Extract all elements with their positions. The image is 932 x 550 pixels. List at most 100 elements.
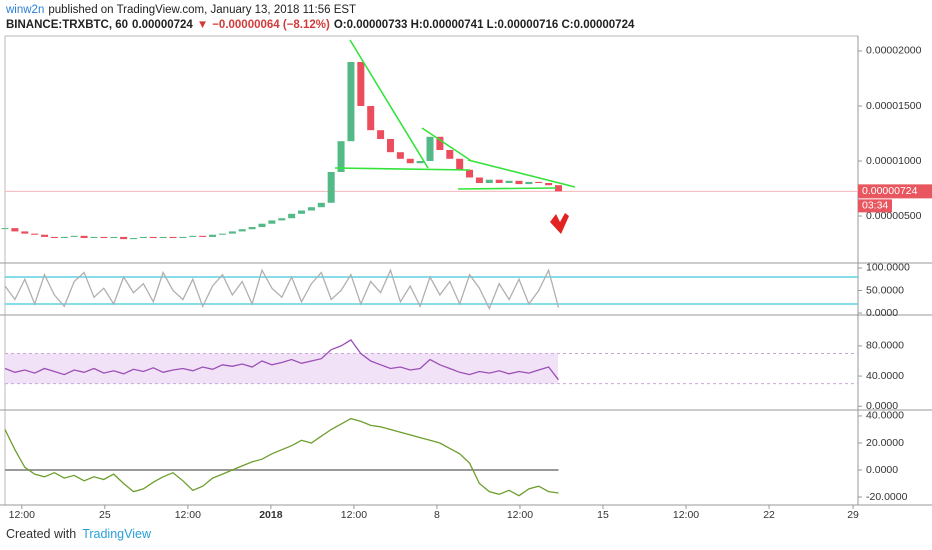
- indicator-line: [4, 268, 560, 311]
- candle: [228, 231, 236, 234]
- x-tick-label: 25: [99, 509, 111, 521]
- x-tick-label: 2018: [259, 509, 283, 521]
- candle: [199, 235, 207, 237]
- candle: [129, 238, 137, 240]
- y-tick-label: 0.0000: [866, 307, 898, 319]
- candle: [555, 185, 563, 192]
- brand[interactable]: TradingView: [82, 527, 151, 541]
- user[interactable]: winw2n: [6, 4, 45, 16]
- candle: [11, 228, 19, 232]
- candle: [337, 141, 345, 173]
- trend-line: [421, 127, 471, 161]
- header: winw2n published on TradingView.com, Janu…: [6, 3, 638, 33]
- candle: [41, 234, 49, 237]
- candle: [31, 233, 39, 235]
- y-tick-label: 100.0000: [866, 262, 910, 274]
- ohlc: O:0.00000733 H:0.00000741 L:0.00000716 C…: [333, 19, 635, 31]
- y-tick-label: 50.0000: [866, 284, 904, 296]
- candle: [110, 236, 118, 239]
- candle: [70, 235, 78, 237]
- symbol: BINANCE:TRXBTC, 60: [6, 19, 129, 31]
- candle: [327, 172, 335, 203]
- candle: [396, 152, 404, 159]
- candle: [90, 236, 98, 239]
- header-line: BINANCE:TRXBTC, 60 0.00000724 ▼ −0.00000064…: [6, 18, 638, 33]
- last-price-label: 0.00000724: [862, 185, 918, 197]
- candle: [50, 236, 58, 239]
- y-tick-label: 80.0000: [866, 340, 904, 352]
- candle: [406, 158, 414, 164]
- created: Created with: [6, 527, 77, 541]
- candle: [179, 236, 187, 239]
- countdown-box: [858, 199, 892, 213]
- x-tick-label: 12:00: [673, 509, 699, 521]
- y-tick-label: 0.00001000: [866, 155, 922, 167]
- candle: [426, 136, 434, 161]
- y-tick-label: 20.0000: [866, 437, 904, 449]
- candle: [386, 138, 394, 153]
- x-tick-label: 12:00: [507, 509, 533, 521]
- candle: [525, 181, 533, 185]
- candle: [278, 218, 286, 221]
- candle: [377, 130, 385, 139]
- indicator-line: [4, 339, 560, 381]
- down-icon: ▼: [196, 19, 209, 31]
- y-tick-label: 0.00000500: [866, 210, 922, 222]
- last-price-box: [858, 184, 932, 199]
- candle: [169, 236, 177, 239]
- band-fill: [5, 353, 558, 384]
- y-tick-label: 0.0000: [866, 464, 898, 476]
- candle: [535, 181, 543, 184]
- candle: [268, 220, 276, 224]
- trend-line: [457, 187, 557, 190]
- header-line: winw2n published on TradingView.com, Janu…: [6, 3, 638, 18]
- x-tick-label: 12:00: [341, 509, 367, 521]
- candle: [218, 233, 226, 235]
- candle: [436, 136, 444, 150]
- y-tick-label: -20.0000: [866, 491, 908, 503]
- candle: [416, 160, 424, 164]
- trend-line: [467, 159, 576, 188]
- candle: [505, 180, 513, 184]
- candle: [248, 227, 256, 230]
- candle: [456, 158, 464, 170]
- footer: Created with TradingView: [6, 527, 151, 541]
- x-tick-label: 8: [434, 509, 440, 521]
- layers: 0.00000500 0.00001000 0.00001500 0.00002000…: [1, 45, 932, 521]
- x-tick-label: 12:00: [9, 509, 35, 521]
- candle: [258, 223, 266, 228]
- trend-line: [349, 39, 429, 169]
- y-tick-label: 40.0000: [866, 410, 904, 422]
- candle: [189, 235, 197, 237]
- trend-line: [334, 167, 471, 171]
- candle: [100, 236, 108, 239]
- candle: [485, 179, 493, 184]
- candle: [298, 210, 306, 214]
- candle: [209, 234, 217, 237]
- candle: [367, 105, 375, 131]
- drawings: [334, 39, 576, 190]
- change: −0.00000064 (−8.12%): [212, 19, 330, 31]
- candle: [120, 236, 128, 240]
- x-tick-label: 15: [597, 509, 609, 521]
- published: published on TradingView.com, January 13…: [48, 4, 357, 16]
- countdown: 03:34: [862, 200, 888, 212]
- candle: [446, 149, 454, 159]
- candle: [288, 213, 296, 219]
- price: 0.00000724: [132, 19, 193, 31]
- y-tick-label: 40.0000: [866, 370, 904, 382]
- candle: [307, 207, 315, 211]
- candle: [159, 236, 167, 239]
- candle: [545, 183, 553, 186]
- x-tick-label: 22: [763, 509, 775, 521]
- candle: [1, 228, 9, 230]
- candle: [515, 180, 523, 185]
- indicator-line: [4, 417, 559, 497]
- candle: [495, 179, 503, 184]
- x-tick-label: 12:00: [175, 509, 201, 521]
- candle: [80, 235, 88, 239]
- y-tick-label: 0.00001500: [866, 100, 922, 112]
- candle: [149, 236, 157, 239]
